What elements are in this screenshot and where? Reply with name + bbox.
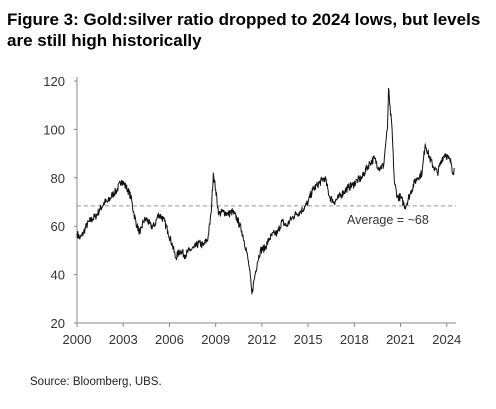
average-line-group: Average = ~68 xyxy=(77,205,456,227)
y-tick-label: 120 xyxy=(43,74,65,89)
x-tick-label: 2021 xyxy=(386,332,415,347)
x-tick-label: 2012 xyxy=(247,332,276,347)
x-tick-label: 2024 xyxy=(432,332,461,347)
x-tick-label: 2000 xyxy=(63,332,92,347)
x-tick-label: 2018 xyxy=(340,332,369,347)
average-annotation: Average = ~68 xyxy=(347,213,429,227)
axes xyxy=(74,77,456,327)
series-group xyxy=(76,87,455,295)
chart-title: Figure 3: Gold:silver ratio dropped to 2… xyxy=(7,10,481,50)
x-tick-label: 2015 xyxy=(294,332,323,347)
x-tick-label: 2003 xyxy=(109,332,138,347)
y-tick-label: 80 xyxy=(51,171,65,186)
y-tick-label: 60 xyxy=(51,219,65,234)
x-tick-label: 2009 xyxy=(201,332,230,347)
gold-silver-ratio-line xyxy=(76,87,455,295)
y-tick-label: 100 xyxy=(43,122,65,137)
x-tick-label: 2006 xyxy=(155,332,184,347)
source-note: Source: Bloomberg, UBS. xyxy=(30,376,162,388)
tick-labels: 20 40 60 80 100 120 2000 2003 2006 2009 2012 2015 20… xyxy=(43,74,461,347)
y-tick-label: 40 xyxy=(51,268,65,283)
y-tick-label: 20 xyxy=(51,316,65,331)
